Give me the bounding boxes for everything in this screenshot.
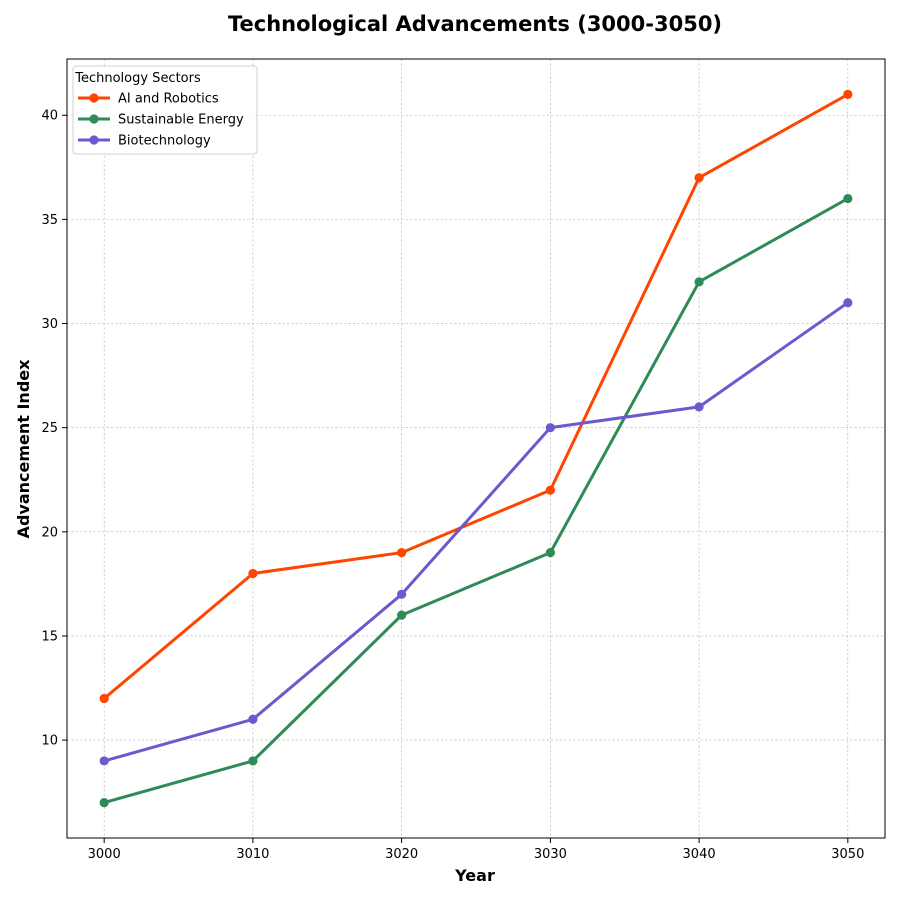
y-tick-label: 30 — [41, 317, 58, 332]
data-point — [694, 277, 704, 287]
data-point — [545, 423, 555, 433]
data-point — [99, 693, 109, 704]
x-tick-label: 3050 — [831, 847, 864, 862]
series-line — [102, 92, 850, 700]
data-point — [248, 568, 258, 579]
series-line — [102, 301, 850, 763]
data-point — [545, 548, 555, 558]
x-tick-label: 3010 — [236, 847, 269, 862]
y-tick-label: 15 — [41, 629, 58, 644]
grid — [67, 59, 885, 838]
legend: Technology Sectors AI and Robotics Sustain… — [72, 65, 258, 155]
legend-label: Biotechnology — [118, 134, 211, 149]
y-tick-label: 10 — [41, 734, 58, 749]
x-tick-label: 3030 — [534, 847, 567, 862]
x-tick-label: 3000 — [88, 847, 121, 862]
legend-item: AI and Robotics — [78, 92, 219, 107]
data-point — [248, 714, 258, 724]
series-2 — [99, 298, 853, 766]
y-tick-label: 20 — [41, 525, 58, 540]
axes: 3000 3010 3020 3030 3040 3050 10 15 20 25 30 35 40 — [41, 58, 886, 862]
legend-swatch-marker — [89, 93, 99, 103]
x-axis-label: Year — [454, 866, 495, 885]
data-point — [397, 589, 407, 599]
chart-title: Technological Advancements (3000-3050) — [228, 12, 722, 36]
series-line — [102, 197, 850, 805]
legend-label: Sustainable Energy — [118, 113, 244, 128]
legend-label: AI and Robotics — [118, 92, 219, 107]
data-point — [545, 485, 555, 495]
data-point — [694, 173, 704, 183]
series-1 — [99, 193, 853, 808]
legend-item: Biotechnology — [78, 134, 211, 149]
y-axis-label: Advancement Index — [14, 359, 33, 539]
series — [99, 89, 853, 808]
y-tick-label: 40 — [41, 109, 58, 124]
plot-frame — [66, 58, 886, 839]
legend-item: Sustainable Energy — [78, 113, 244, 128]
data-point — [99, 756, 109, 766]
series-0 — [99, 89, 853, 704]
data-point — [694, 402, 704, 412]
legend-box — [72, 65, 258, 155]
data-point — [843, 89, 853, 100]
legend-swatch-marker — [89, 114, 99, 124]
legend-title: Technology Sectors — [74, 71, 201, 86]
data-point — [248, 756, 258, 766]
data-point — [397, 610, 407, 620]
x-tick-label: 3020 — [385, 847, 418, 862]
data-point — [397, 548, 407, 558]
data-point — [99, 797, 109, 808]
legend-swatch-marker — [89, 135, 99, 145]
data-point — [843, 298, 853, 308]
data-point — [843, 193, 853, 204]
y-tick-label: 35 — [41, 213, 58, 228]
x-tick-label: 3040 — [683, 847, 716, 862]
y-tick-label: 25 — [41, 421, 58, 436]
